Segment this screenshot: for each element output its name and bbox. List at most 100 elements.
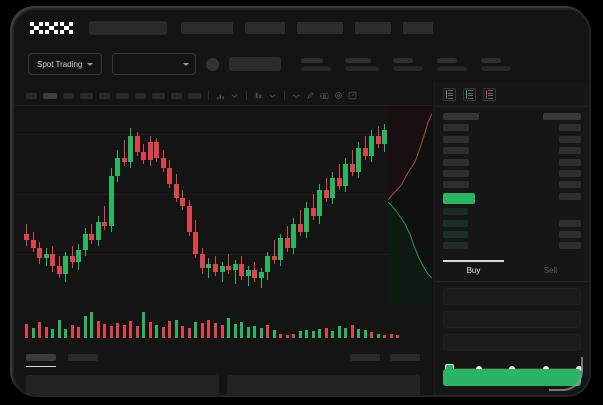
top-nav-item-3[interactable]	[355, 22, 391, 34]
top-nav-item-1[interactable]	[245, 22, 285, 34]
volume-bar-11	[96, 321, 100, 338]
orderbook-row-ask	[559, 158, 581, 166]
orderbook-row[interactable]	[443, 230, 581, 238]
okx-logo[interactable]: OKX	[30, 21, 73, 35]
orderbook-row[interactable]	[443, 169, 581, 177]
camera-icon[interactable]	[320, 91, 329, 100]
top-nav-item-2[interactable]	[297, 22, 343, 34]
orderbook-row[interactable]	[443, 192, 581, 204]
orderbook-row[interactable]	[443, 181, 581, 189]
volume-bar-35	[253, 326, 257, 338]
orders-action-1[interactable]	[390, 354, 420, 361]
timeframe-button-2[interactable]	[63, 92, 74, 99]
orderbook-asks-icon[interactable]	[483, 88, 496, 101]
orderbook-row[interactable]	[443, 124, 581, 132]
pencil-icon[interactable]	[306, 91, 315, 100]
top-nav-item-4[interactable]	[403, 22, 433, 34]
orderbook-row-ask	[559, 124, 581, 132]
chevron-down-icon[interactable]	[230, 91, 239, 100]
trade-tab-sell[interactable]: Sell	[512, 261, 589, 281]
submit-buy-label	[443, 369, 444, 370]
timeframe-button-3[interactable]	[80, 92, 93, 99]
timeframe-button-0[interactable]	[26, 92, 37, 99]
orderbook-row[interactable]	[443, 147, 581, 155]
orders-tab-0[interactable]	[26, 354, 56, 367]
timeframe-button-5[interactable]	[116, 92, 129, 99]
timeframe-button-1[interactable]	[43, 92, 57, 99]
total-field[interactable]	[443, 334, 581, 351]
orderbook-row[interactable]	[443, 113, 581, 120]
timeframe-button-8[interactable]	[171, 92, 182, 99]
fullscreen-icon[interactable]	[348, 91, 357, 100]
app-screen: OKX	[14, 10, 589, 395]
candle-body-3	[43, 254, 49, 258]
candlestick-series	[24, 106, 402, 311]
candle-body-44	[310, 208, 316, 216]
orderbook-row[interactable]	[443, 158, 581, 166]
slider-stop-100[interactable]	[576, 365, 582, 372]
orderbook-row[interactable]	[443, 242, 581, 250]
candle-body-21	[160, 158, 166, 168]
candle-body-1	[30, 240, 36, 248]
volume-bar-54	[376, 334, 380, 338]
orderbook-rows[interactable]	[435, 107, 589, 259]
orders-action-0[interactable]	[350, 354, 380, 361]
orderbook-row[interactable]	[443, 135, 581, 143]
timeframe-button-6[interactable]	[135, 92, 146, 99]
candle-body-39	[278, 238, 284, 260]
chart-type-icon[interactable]	[254, 91, 263, 100]
submit-buy-button[interactable]	[443, 369, 581, 386]
candle-body-26	[193, 232, 199, 254]
orderbook-mode-line	[448, 97, 454, 100]
slider-stop-25[interactable]	[475, 365, 482, 372]
trade-tab-buy[interactable]: Buy	[435, 260, 512, 281]
volume-bar-2	[38, 322, 42, 338]
timeframe-button-7[interactable]	[152, 92, 165, 99]
coin-avatar	[206, 57, 220, 71]
top-nav-item-0[interactable]	[181, 22, 233, 34]
orderbook-row-ask	[559, 169, 581, 177]
orders-tabs	[26, 354, 420, 367]
orderbook-mode-line	[448, 89, 454, 92]
amount-field[interactable]	[443, 311, 581, 328]
candle-body-24	[180, 198, 186, 206]
orderbook-mode-line	[468, 92, 474, 94]
orderbook-row[interactable]	[443, 208, 581, 216]
orderbook-row[interactable]	[443, 219, 581, 227]
volume-bar-51	[357, 329, 361, 338]
volume-bar-24	[181, 326, 185, 338]
candle-body-25	[186, 206, 192, 232]
price-field[interactable]	[443, 288, 581, 305]
orders-tab-1[interactable]	[68, 354, 98, 361]
volume-bar-8	[77, 327, 81, 338]
candle-wick-36	[260, 268, 262, 288]
orderbook-row-bid	[443, 147, 469, 155]
settings-gear-icon[interactable]	[334, 91, 343, 100]
candle-body-17	[134, 136, 140, 152]
wave-line-icon[interactable]	[292, 91, 301, 100]
volume-bar-16	[129, 321, 133, 338]
orderbook-both-icon[interactable]	[443, 88, 456, 101]
volume-bar-37	[266, 325, 270, 338]
volume-bar-6	[64, 329, 68, 338]
candle-wick-50	[351, 150, 353, 176]
volume-bar-14	[116, 323, 120, 338]
volume-bar-45	[318, 329, 322, 338]
slider-stop-75[interactable]	[542, 365, 549, 372]
orderbook-row-ask	[559, 135, 581, 143]
trading-mode-selector[interactable]: Spot Trading	[28, 53, 103, 75]
trading-pair-selector[interactable]	[112, 53, 197, 75]
chevron-down-icon[interactable]	[268, 91, 277, 100]
timeframe-button-9[interactable]	[188, 92, 201, 99]
search-input[interactable]	[89, 21, 167, 35]
volume-bar-41	[292, 334, 296, 338]
market-stat-1	[345, 57, 380, 71]
slider-stop-50[interactable]	[509, 365, 515, 372]
timeframe-button-4[interactable]	[99, 92, 110, 99]
orderbook-bids-icon[interactable]	[463, 88, 476, 101]
candle-body-15	[121, 158, 127, 162]
toolbar-divider	[284, 91, 285, 100]
orderbook-mode-lines	[488, 89, 494, 100]
indicators-icon[interactable]	[216, 91, 225, 100]
price-chart[interactable]	[14, 106, 432, 346]
